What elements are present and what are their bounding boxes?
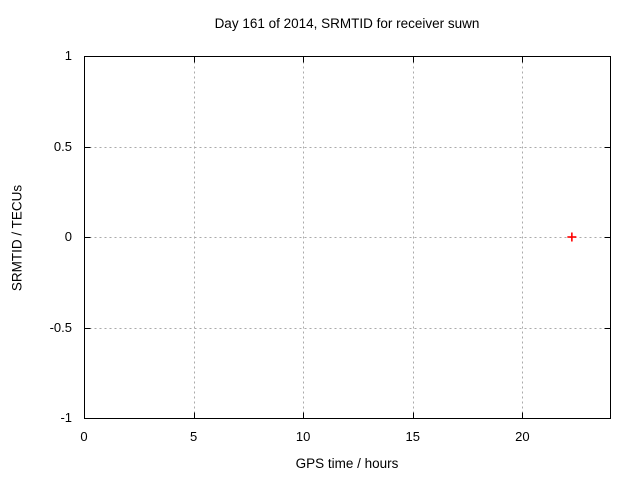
x-tick-label: 5 [189, 429, 198, 444]
data-point-marker [567, 232, 577, 242]
y-tick-label: 0.5 [53, 138, 72, 154]
y-tick-label: -1 [60, 410, 72, 425]
y-tick-label: 1 [64, 48, 72, 63]
x-axis-label: GPS time / hours [295, 456, 399, 471]
x-tick-label: 10 [295, 429, 311, 444]
x-tick-label: 20 [515, 429, 530, 444]
y-tick-label: -0.5 [49, 319, 72, 335]
plot-border [84, 56, 611, 419]
x-tick-label: 0 [80, 429, 88, 444]
x-tick-label: 15 [405, 429, 420, 444]
y-tick-label: 0 [64, 229, 72, 244]
chart-title: Day 161 of 2014, SRMTID for receiver suw… [214, 16, 480, 31]
